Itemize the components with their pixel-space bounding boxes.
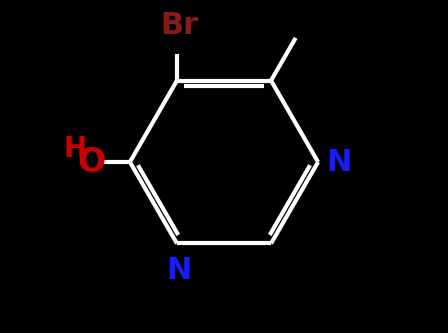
Text: N: N: [167, 256, 192, 285]
Text: O: O: [78, 146, 106, 178]
Text: H: H: [63, 135, 86, 163]
Text: N: N: [326, 148, 352, 176]
Text: Br: Br: [160, 11, 198, 40]
